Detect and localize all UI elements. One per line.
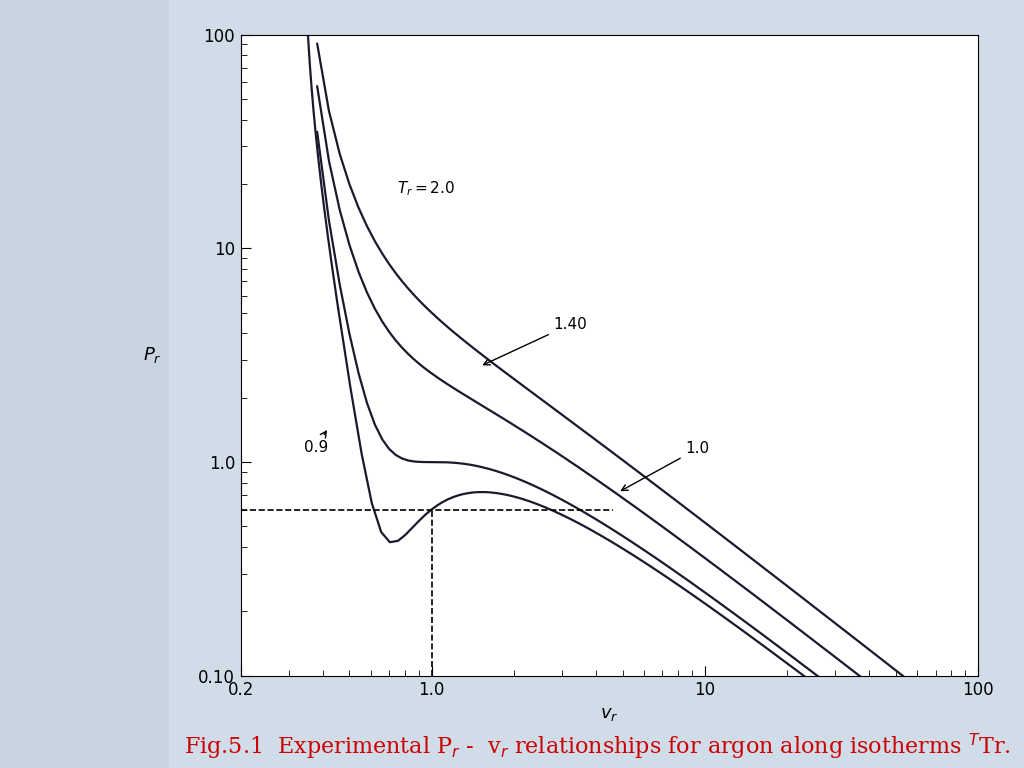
Text: 1.0: 1.0 [622,442,710,491]
Text: $P_r$: $P_r$ [142,345,162,366]
Text: 1.40: 1.40 [483,317,588,365]
X-axis label: $v_r$: $v_r$ [600,705,618,723]
Text: $T_r = 2.0$: $T_r = 2.0$ [397,180,456,198]
Text: 0.9: 0.9 [303,431,328,455]
Text: Fig.5.1  Experimental P$_r$ -  v$_r$ relationships for argon along isotherms $^T: Fig.5.1 Experimental P$_r$ - v$_r$ relat… [184,732,1011,762]
